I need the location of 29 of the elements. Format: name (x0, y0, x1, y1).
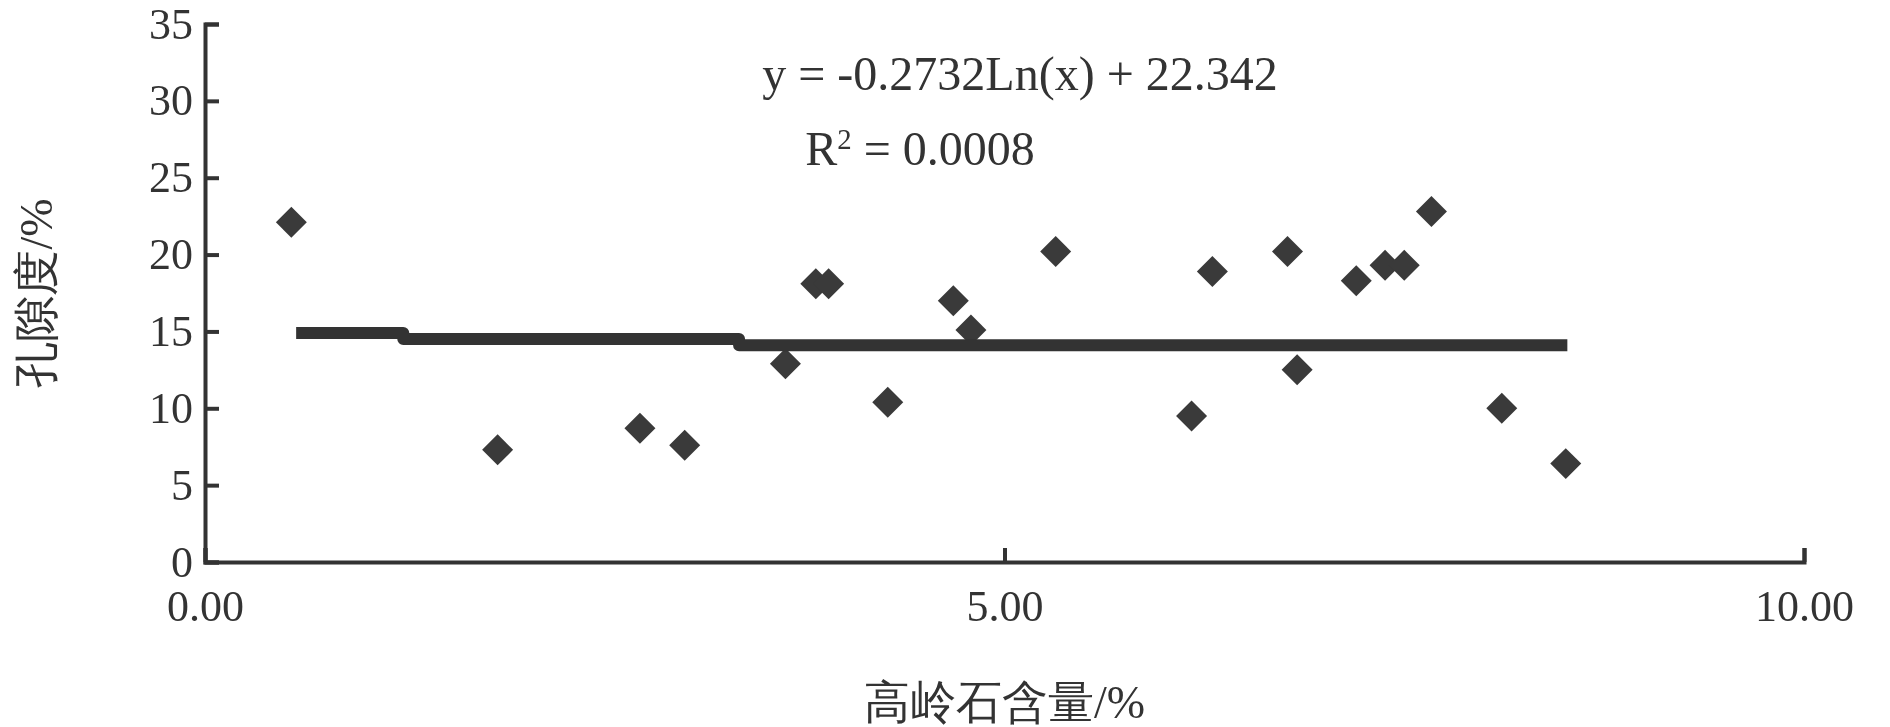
point (1486, 392, 1518, 424)
annotation: R$^{2}$ = 0.0008 (805, 122, 1035, 175)
point (1272, 236, 1304, 267)
x-axis-title: 高岭石含量/% (863, 677, 1146, 727)
y-tick-label: 25 (149, 153, 193, 203)
x-tick-label: 10.00 (1755, 582, 1854, 632)
point (669, 429, 701, 461)
point (1196, 255, 1228, 287)
point (1340, 265, 1372, 297)
annotation: y = -0.2732Ln(x) + 22.342 (762, 47, 1278, 101)
point (624, 412, 656, 444)
point (1281, 354, 1313, 386)
x-tick-label: 5.00 (966, 582, 1044, 632)
y-tick-label: 5 (171, 460, 193, 510)
point (769, 348, 801, 380)
point (937, 285, 969, 317)
y-tick-label: 15 (149, 307, 193, 357)
y-tick-label: 30 (149, 76, 193, 126)
y-axis-title: 孔隙度/% (11, 198, 62, 388)
y-tick-label: 10 (149, 383, 193, 433)
point (1040, 236, 1072, 267)
point (1550, 448, 1582, 480)
point (482, 434, 514, 466)
point (1176, 400, 1208, 432)
point (1415, 196, 1447, 228)
point (872, 386, 904, 418)
y-tick-label: 20 (149, 230, 193, 280)
point (275, 206, 307, 238)
y-tick-label: 35 (149, 0, 193, 49)
